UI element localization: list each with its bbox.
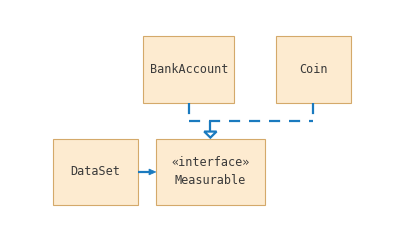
Text: BankAccount: BankAccount xyxy=(150,63,228,76)
Text: Coin: Coin xyxy=(299,63,328,76)
Polygon shape xyxy=(149,169,156,175)
Text: DataSet: DataSet xyxy=(71,165,121,178)
Text: «interface»
Measurable: «interface» Measurable xyxy=(171,156,250,188)
FancyBboxPatch shape xyxy=(156,139,265,205)
FancyBboxPatch shape xyxy=(53,139,138,205)
FancyBboxPatch shape xyxy=(276,36,351,103)
FancyBboxPatch shape xyxy=(143,36,234,103)
Polygon shape xyxy=(204,132,216,138)
